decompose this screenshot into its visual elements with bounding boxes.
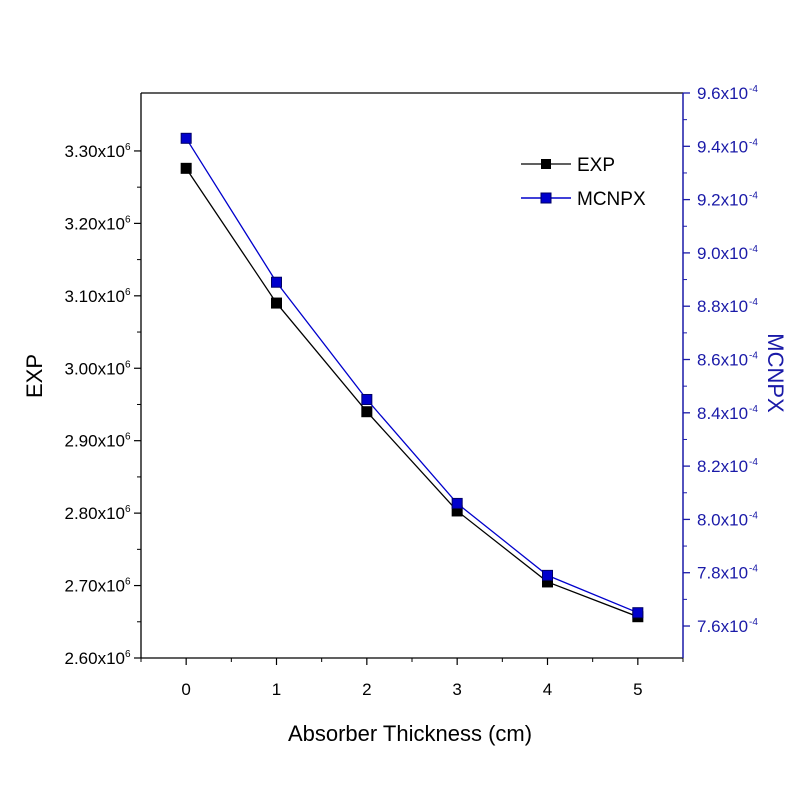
left-tick-label: 2.80x10 (65, 504, 126, 523)
mcnpx-point (180, 132, 192, 144)
exp-series-line (185, 167, 639, 618)
right-axis-title: MCNPX (763, 333, 788, 413)
left-tick-exponent: 6 (125, 577, 131, 588)
bottom-tick-label: 4 (543, 680, 552, 699)
mcnpx-point (271, 276, 282, 288)
right-tick-label: 9.6x10 (697, 84, 748, 103)
left-tick-label: 3.20x10 (65, 214, 126, 233)
right-tick-exponent: -4 (749, 404, 758, 415)
left-tick-label: 3.30x10 (65, 142, 126, 161)
legend: EXP MCNPX (521, 155, 646, 210)
right-tick-label: 8.2x10 (697, 457, 748, 476)
right-tick-label: 7.8x10 (697, 564, 748, 583)
right-tick-label: 9.0x10 (697, 244, 748, 263)
bottom-tick-label: 0 (181, 680, 190, 699)
bottom-tick-label: 3 (452, 680, 461, 699)
right-tick-exponent: -4 (749, 191, 758, 202)
left-tick-label: 2.70x10 (65, 577, 126, 596)
right-tick-exponent: -4 (749, 84, 758, 95)
bottom-tick-label: 1 (272, 680, 281, 699)
mcnpx-point (451, 497, 463, 509)
left-tick-label: 3.00x10 (65, 359, 126, 378)
left-tick-exponent: 6 (125, 432, 131, 443)
legend-item-exp: EXP (521, 155, 615, 176)
right-tick-label: 9.4x10 (697, 137, 748, 156)
exp-point (271, 297, 282, 309)
left-tick-label: 3.10x10 (65, 287, 126, 306)
exp-point (180, 162, 192, 174)
left-tick-exponent: 6 (125, 287, 131, 298)
legend-exp-label: EXP (577, 155, 615, 176)
legend-exp-marker (541, 159, 551, 169)
right-tick-label: 8.6x10 (697, 351, 748, 370)
right-tick-exponent: -4 (749, 617, 758, 628)
right-axis-ticks: 7.6x10 -47.8x10 -48.0x10 -48.2x10 -48.4x10 -4… (683, 84, 758, 636)
series-layer (180, 132, 644, 623)
right-tick-exponent: -4 (749, 351, 758, 362)
right-tick-label: 8.0x10 (697, 510, 748, 529)
right-tick-exponent: -4 (749, 137, 758, 148)
exp-point (361, 406, 373, 418)
left-tick-exponent: 6 (125, 504, 131, 515)
mcnpx-point (361, 393, 373, 405)
right-tick-label: 9.2x10 (697, 191, 748, 210)
x-axis-title: Absorber Thickness (cm) (288, 721, 532, 746)
left-tick-label: 2.60x10 (65, 649, 126, 668)
left-tick-label: 2.90x10 (65, 432, 126, 451)
mcnpx-series-line (185, 137, 639, 614)
legend-mcnpx-marker (540, 192, 552, 204)
mcnpx-point (632, 607, 644, 619)
right-tick-exponent: -4 (749, 564, 758, 575)
bottom-tick-label: 2 (362, 680, 371, 699)
left-tick-exponent: 6 (125, 214, 131, 225)
bottom-tick-label: 5 (633, 680, 642, 699)
right-tick-exponent: -4 (749, 457, 758, 468)
left-tick-exponent: 6 (125, 142, 131, 153)
right-tick-exponent: -4 (749, 297, 758, 308)
mcnpx-point (542, 569, 553, 581)
legend-mcnpx-label: MCNPX (577, 189, 646, 210)
left-tick-exponent: 6 (125, 649, 131, 660)
left-axis-ticks: 2.60x10 62.70x10 62.80x10 62.90x10 63.00x10 6… (65, 142, 141, 668)
left-tick-exponent: 6 (125, 359, 131, 370)
legend-item-mcnpx: MCNPX (521, 189, 646, 210)
right-tick-label: 8.8x10 (697, 297, 748, 316)
bottom-axis-ticks: 0 1 2 3 4 5 (140, 658, 684, 699)
right-tick-exponent: -4 (749, 244, 758, 255)
right-tick-exponent: -4 (749, 510, 758, 521)
left-axis-title: EXP (22, 354, 47, 398)
right-tick-label: 8.4x10 (697, 404, 748, 423)
right-tick-label: 7.6x10 (697, 617, 748, 636)
